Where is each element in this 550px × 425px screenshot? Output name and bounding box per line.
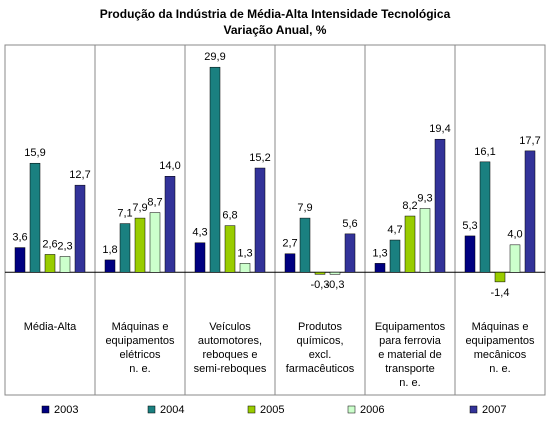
data-label: 7,1: [117, 207, 132, 219]
data-label: 5,3: [462, 220, 477, 232]
bar: [464, 235, 476, 273]
data-label: 7,9: [297, 202, 312, 214]
bar: [389, 239, 401, 273]
bar: [149, 212, 161, 273]
legend-swatch: [347, 405, 356, 414]
data-label: 2,6: [42, 238, 57, 250]
data-label: 19,4: [429, 123, 450, 135]
x-tick-label: mecânicos: [474, 349, 527, 361]
bar: [434, 138, 446, 273]
bar: [209, 66, 221, 273]
bar: [509, 244, 521, 273]
legend-label: 2004: [160, 404, 184, 416]
bar: [164, 176, 176, 273]
bar: [314, 272, 326, 275]
data-label: 8,7: [147, 197, 162, 209]
bar: [404, 215, 416, 273]
x-tick-label: semi-reboques: [194, 363, 267, 375]
legend-swatch: [469, 405, 478, 414]
data-label: 15,2: [249, 152, 270, 164]
x-tick-label: transporte: [385, 363, 435, 375]
bar: [104, 259, 116, 273]
data-label: 1,8: [102, 244, 117, 256]
bar: [524, 150, 536, 273]
data-label: -1,4: [491, 287, 510, 299]
x-tick-label: farmacêuticos: [286, 363, 355, 375]
data-label: 2,7: [282, 238, 297, 250]
bar: [344, 233, 356, 273]
data-label: 8,2: [402, 200, 417, 212]
bar: [299, 217, 311, 273]
bar: [224, 225, 236, 273]
data-label: 4,0: [507, 229, 522, 241]
bar: [119, 223, 131, 273]
bar: [374, 263, 386, 273]
data-label: 29,9: [204, 51, 225, 63]
data-label: 7,9: [132, 202, 147, 214]
x-tick-label: n. e.: [489, 363, 510, 375]
data-label: 14,0: [159, 160, 180, 172]
x-tick-label: n. e.: [129, 363, 150, 375]
bar: [254, 167, 266, 273]
data-label: 1,3: [237, 247, 252, 259]
x-tick-label: n. e.: [399, 377, 420, 389]
chart-title: Produção da Indústria de Média-Alta Inte…: [100, 7, 451, 21]
bar: [29, 162, 41, 273]
bar: [74, 184, 86, 273]
x-tick-label: Veículos: [209, 321, 251, 333]
chart-subtitle: Variação Anual, %: [224, 23, 327, 37]
x-tick-label: elétricos: [120, 349, 161, 361]
x-tick-label: Produtos: [298, 321, 343, 333]
data-label: -0,3: [326, 279, 345, 291]
x-tick-label: excl.: [309, 349, 332, 361]
bar: [419, 208, 431, 273]
legend-label: 2005: [260, 404, 284, 416]
legend-label: 2007: [482, 404, 506, 416]
x-tick-label: Equipamentos: [375, 321, 446, 333]
data-label: 17,7: [519, 135, 540, 147]
data-label: 3,6: [12, 231, 27, 243]
legend-swatch: [147, 405, 156, 414]
x-tick-label: e material de: [378, 349, 442, 361]
bar: [14, 247, 26, 273]
data-label: 15,9: [24, 147, 45, 159]
legend-swatch: [41, 405, 50, 414]
legend-label: 2006: [360, 404, 384, 416]
bar: [494, 272, 506, 283]
x-tick-label: automotores,: [198, 335, 262, 347]
bar: [44, 254, 56, 273]
x-tick-label: reboques e: [202, 349, 257, 361]
data-label: 4,7: [387, 224, 402, 236]
x-tick-label: equipamentos: [465, 335, 535, 347]
bar: [194, 242, 206, 273]
bar: [329, 272, 341, 275]
x-tick-label: equipamentos: [105, 335, 175, 347]
data-label: -0,3: [311, 279, 330, 291]
bar: [284, 253, 296, 273]
x-tick-label: para ferrovia: [379, 335, 442, 347]
legend-swatch: [247, 405, 256, 414]
x-tick-label: Máquinas e: [112, 321, 169, 333]
data-label: 6,8: [222, 210, 237, 222]
bar: [134, 217, 146, 273]
data-label: 9,3: [417, 192, 432, 204]
bar: [239, 263, 251, 273]
bar: [479, 161, 491, 273]
data-label: 2,3: [57, 240, 72, 252]
bar: [59, 256, 71, 273]
data-label: 1,3: [372, 247, 387, 259]
legend-label: 2003: [54, 404, 78, 416]
x-tick-label: Média-Alta: [24, 321, 77, 333]
x-tick-label: químicos,: [296, 335, 343, 347]
data-label: 16,1: [474, 146, 495, 158]
data-label: 12,7: [69, 169, 90, 181]
data-label: 5,6: [342, 218, 357, 230]
data-label: 4,3: [192, 227, 207, 239]
x-tick-label: Máquinas e: [472, 321, 529, 333]
